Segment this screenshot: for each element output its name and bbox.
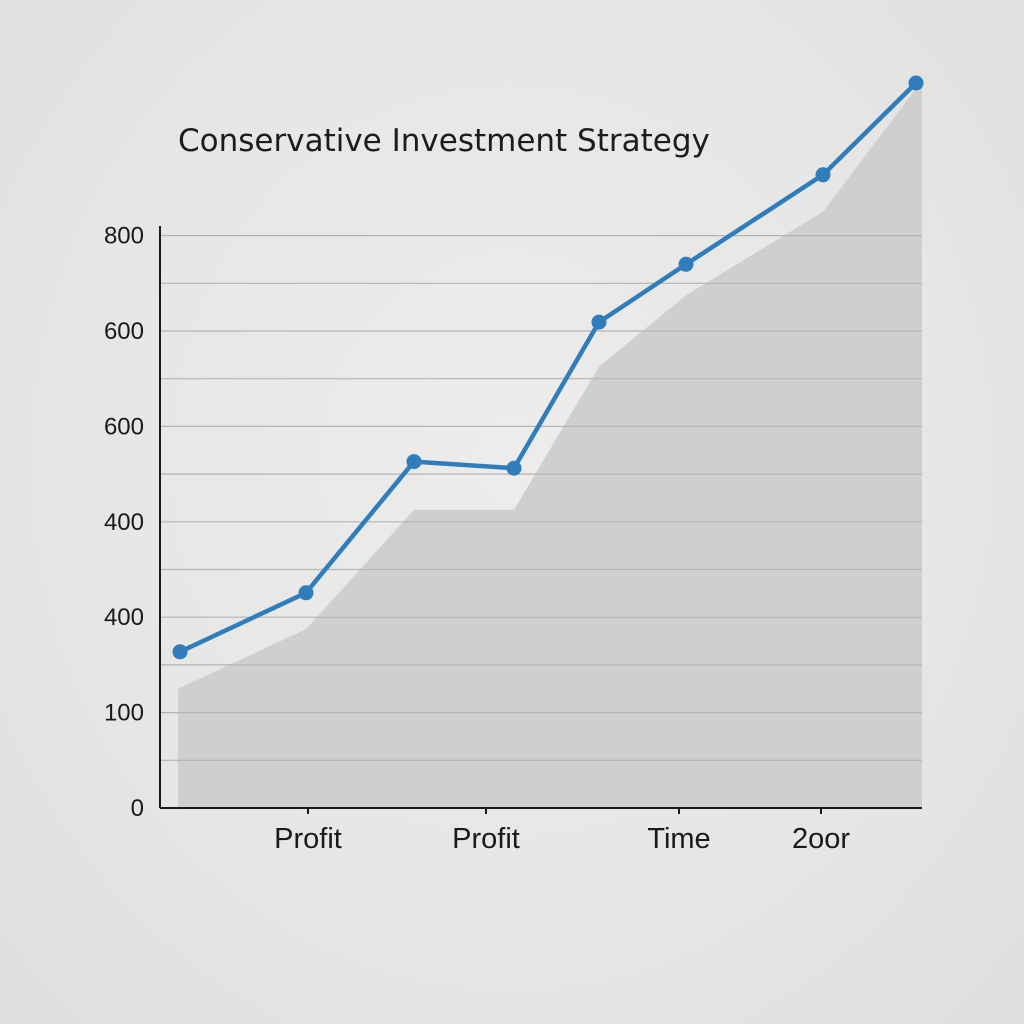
data-point (678, 256, 694, 272)
background-area (178, 80, 922, 809)
data-point (172, 644, 188, 660)
x-tick-label: Profit (274, 823, 342, 855)
data-point (815, 167, 831, 183)
data-point (406, 454, 422, 470)
data-point (908, 75, 924, 91)
y-tick-label: 400 (104, 509, 144, 536)
x-tick-label: Profit (452, 823, 520, 855)
series-line-layer (177, 80, 919, 655)
y-tick-label: 0 (131, 795, 144, 822)
x-tick-label: Time (647, 823, 710, 855)
y-tick-label: 100 (104, 700, 144, 727)
y-tick-label: 600 (104, 318, 144, 345)
y-tick-label: 400 (104, 604, 144, 631)
y-axis-ticks: 0 100 400 400 600 600 800 (104, 223, 144, 822)
axes (159, 226, 922, 809)
data-point (298, 585, 314, 601)
series-line (177, 80, 919, 655)
background-area-layer (178, 80, 922, 809)
series-markers (172, 75, 924, 660)
data-point (506, 460, 522, 476)
x-axis-ticks: Profit Profit Time 2oor (274, 808, 850, 855)
data-point (591, 314, 607, 330)
chart-title: Conservative Investment Strategy (178, 123, 710, 159)
gridlines (160, 235, 922, 761)
x-tick-label: 2oor (792, 823, 850, 855)
y-tick-label: 600 (104, 413, 144, 440)
y-tick-label: 800 (104, 223, 144, 250)
